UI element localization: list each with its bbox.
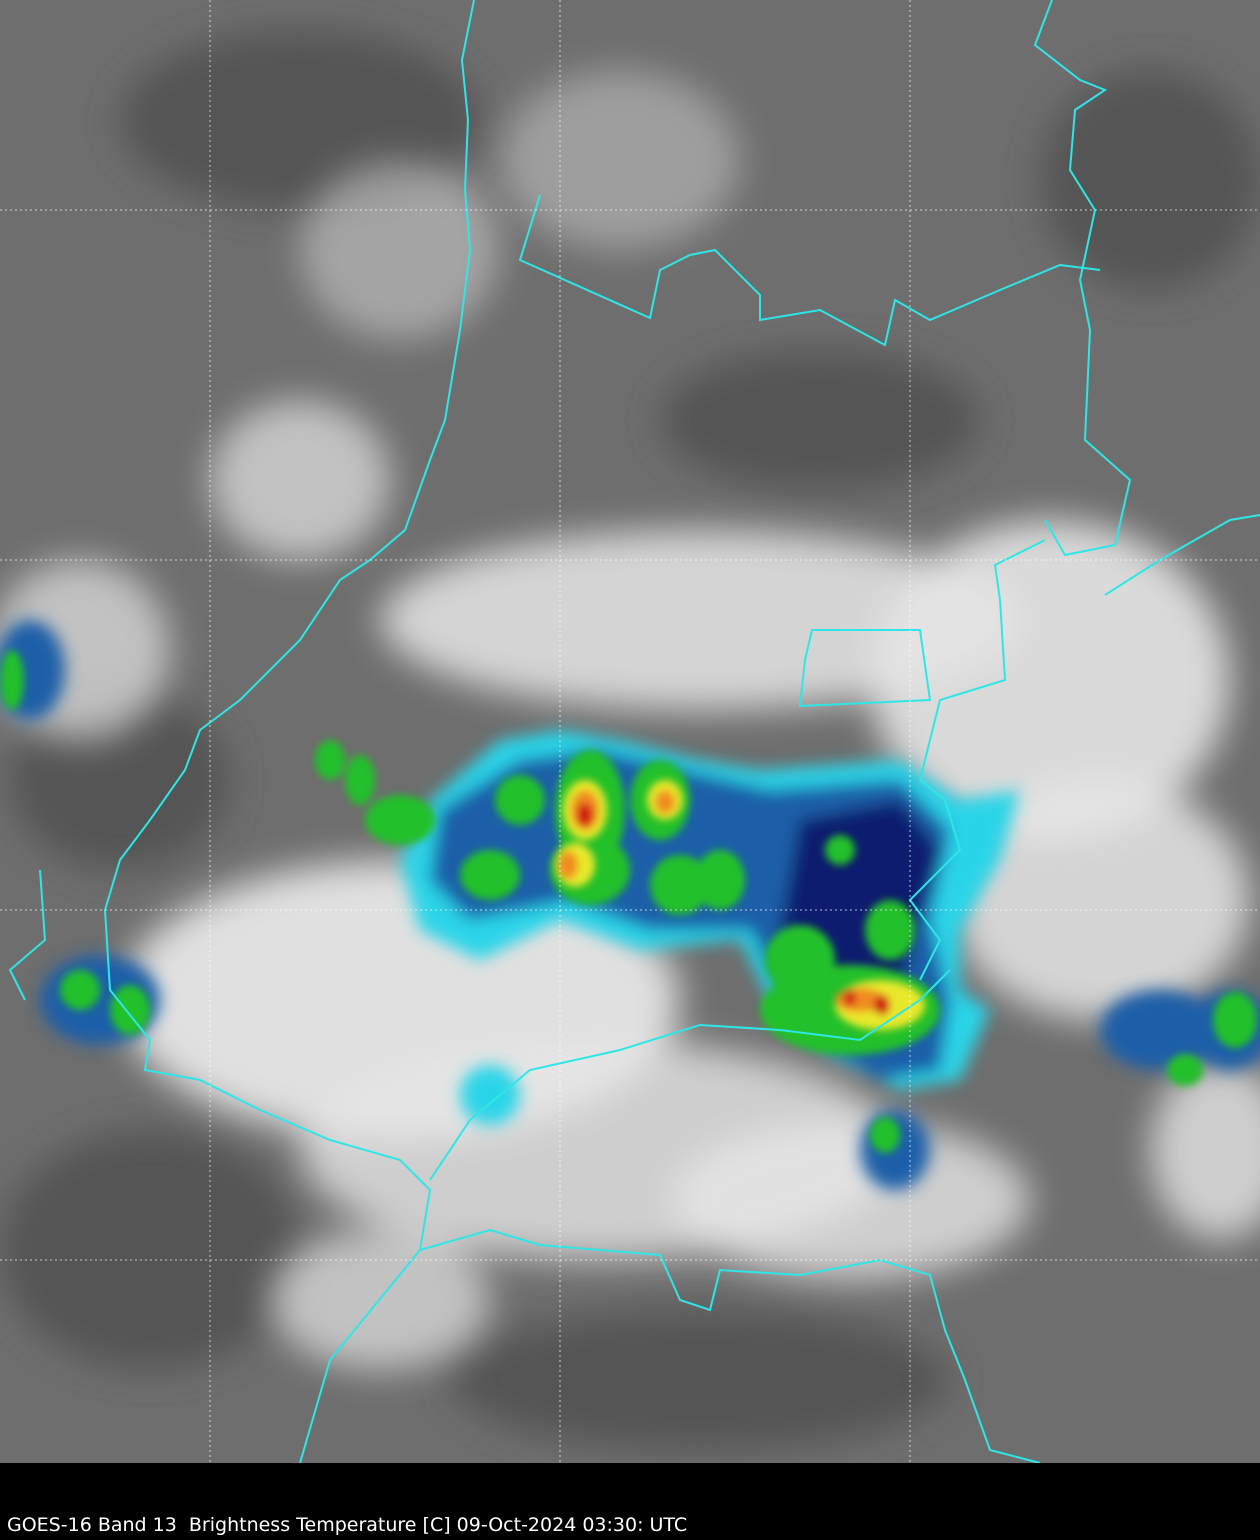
lat-lon-gridlines — [0, 0, 1260, 1463]
satellite-map — [0, 0, 1260, 1463]
image-caption: GOES-16 Band 13 Brightness Temperature [… — [7, 1514, 688, 1536]
cloud-regions — [0, 70, 1260, 1370]
